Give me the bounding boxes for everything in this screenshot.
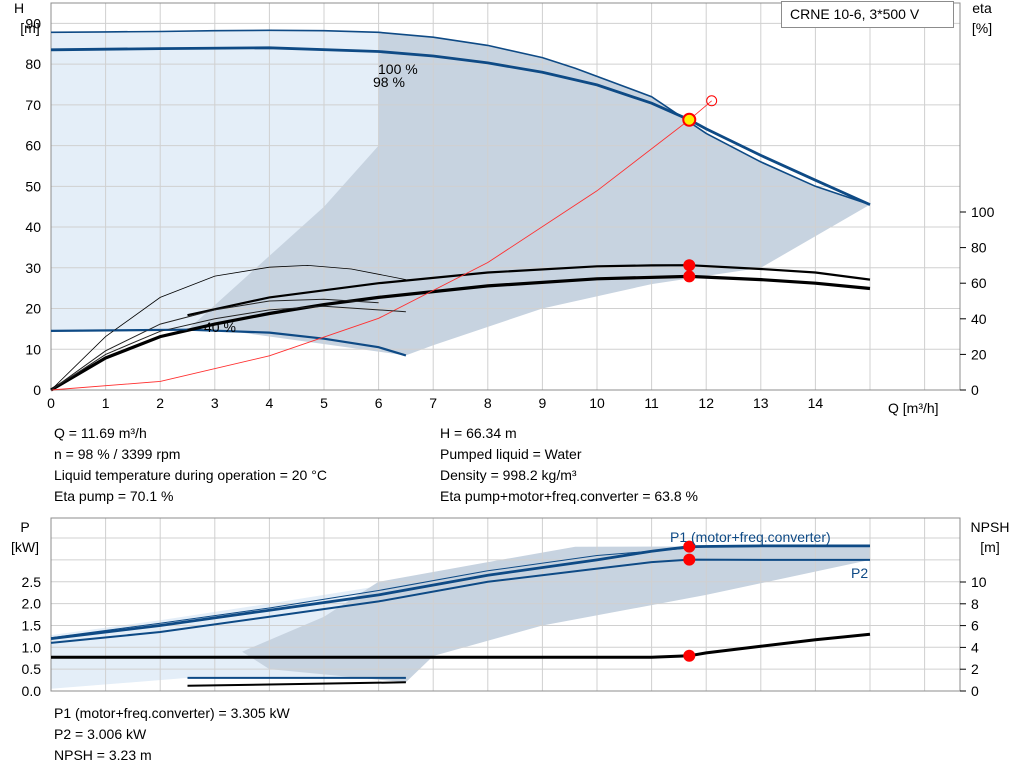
p-min-black-curve [187, 681, 406, 687]
x-tick-label: 5 [320, 395, 328, 411]
eta-pump-curve [187, 264, 871, 317]
speed-40-label: 40 % [204, 319, 236, 335]
h-tick-label: 20 [25, 301, 41, 317]
npsh-tick-label: 4 [971, 639, 979, 655]
eta-tick-label: 20 [971, 346, 987, 362]
x-tick-label: 6 [375, 395, 383, 411]
system-curve [50, 100, 712, 391]
npsh-tick-label: 8 [971, 596, 979, 612]
x-tick-label: 1 [102, 395, 110, 411]
p-axis-title: P [20, 519, 29, 535]
h-tick-label: 60 [25, 138, 41, 154]
x-tick-label: 10 [589, 395, 605, 411]
p2-curve-label: P2 [851, 565, 868, 581]
npsh-tick-label: 6 [971, 618, 979, 634]
eta-total-point [683, 270, 696, 283]
duty-point-marker [682, 112, 697, 127]
x-tick-label: 9 [539, 395, 547, 411]
speed-100-label: 100 % [378, 61, 418, 77]
min-speed-line [50, 329, 188, 332]
x-tick-label: 7 [429, 395, 437, 411]
p2-point [683, 553, 696, 566]
q-axis-title: Q [m³/h] [888, 400, 939, 416]
speed-98-label: 98 % [373, 74, 405, 90]
x-tick-label: 11 [644, 395, 659, 411]
eta-tick-label: 80 [971, 240, 987, 256]
x-tick-label: 13 [753, 395, 769, 411]
info-line: n = 98 % / 3399 rpm [54, 446, 181, 462]
info-line: P2 = 3.006 kW [54, 726, 147, 742]
bottom-plot-frame [50, 517, 961, 692]
info-line: NPSH = 3.23 m [54, 747, 152, 763]
eta-tick-label: 100 [971, 204, 995, 220]
x-tick-label: 0 [47, 395, 55, 411]
eta-axis-unit: [%] [972, 20, 992, 36]
h-tick-label: 0 [33, 382, 41, 398]
requested-point-marker [706, 95, 718, 107]
p-axis-unit: [kW] [11, 539, 39, 555]
info-line: Density = 998.2 kg/m³ [440, 467, 577, 483]
info-top-right: H = 66.34 m Pumped liquid = Water Densit… [440, 423, 698, 507]
x-tick-label: 2 [156, 395, 164, 411]
h-tick-label: 30 [25, 260, 41, 276]
dark-power-area [242, 545, 871, 683]
h-tick-label: 70 [25, 97, 41, 113]
info-line: Liquid temperature during operation = 20… [54, 467, 327, 483]
h-axis-unit: [m] [20, 20, 39, 36]
npsh-curve [51, 632, 871, 659]
info-line: P1 (motor+freq.converter) = 3.305 kW [54, 705, 290, 721]
x-tick-label: 12 [698, 395, 714, 411]
p-tick-label: 0.5 [22, 661, 42, 677]
npsh-axis-title: NPSH [971, 519, 1010, 535]
eta-pump-point [683, 259, 696, 272]
h-tick-label: 40 [25, 219, 41, 235]
pump-title: CRNE 10-6, 3*500 V [781, 1, 954, 28]
info-top-left: Q = 11.69 m³/h n = 98 % / 3399 rpm Liqui… [54, 423, 327, 507]
eta-tick-label: 40 [971, 311, 987, 327]
p-tick-label: 1.0 [22, 639, 42, 655]
info-bottom: P1 (motor+freq.converter) = 3.305 kW P2 … [54, 703, 290, 766]
p-tick-label: 2.0 [22, 596, 42, 612]
x-tick-label: 4 [266, 395, 274, 411]
eta-total-curve [50, 274, 871, 392]
x-tick-label: 14 [808, 395, 824, 411]
eta-tick-label: 0 [971, 382, 979, 398]
speed-98-curve [50, 46, 871, 206]
eta-reduced-curve [50, 298, 379, 391]
p-tick-label: 2.5 [22, 574, 42, 590]
info-line: Eta pump+motor+freq.converter = 63.8 % [440, 488, 698, 504]
p1-curve-label: P1 (motor+freq.converter) [670, 529, 831, 545]
info-line: Q = 11.69 m³/h [54, 425, 147, 441]
npsh-tick-label: 2 [971, 661, 979, 677]
info-line: Eta pump = 70.1 % [54, 488, 174, 504]
npsh-tick-label: 10 [971, 574, 987, 590]
x-tick-label: 8 [484, 395, 492, 411]
top-plot-frame [50, 2, 961, 391]
dark-operating-area [187, 32, 870, 356]
h-tick-label: 50 [25, 178, 41, 194]
p2-curve [50, 558, 870, 644]
p-tick-label: 0.0 [22, 683, 42, 699]
eta-axis-title: eta [972, 0, 992, 16]
npsh-point [683, 649, 696, 662]
npsh-tick-label: 0 [971, 683, 979, 699]
x-tick-label: 3 [211, 395, 219, 411]
speed-100-curve [50, 29, 871, 206]
p-tick-label: 1.5 [22, 617, 42, 633]
info-line: Pumped liquid = Water [440, 446, 582, 462]
p1-point [683, 540, 696, 553]
eta-tick-label: 60 [971, 275, 987, 291]
h-tick-label: 80 [25, 56, 41, 72]
npsh-axis-unit: [m] [980, 539, 999, 555]
h-axis-title: H [14, 0, 24, 16]
info-line: H = 66.34 m [440, 425, 517, 441]
h-tick-label: 10 [25, 341, 41, 357]
h-tick-label: 90 [25, 15, 41, 31]
eta-reduced-curve [50, 305, 406, 391]
